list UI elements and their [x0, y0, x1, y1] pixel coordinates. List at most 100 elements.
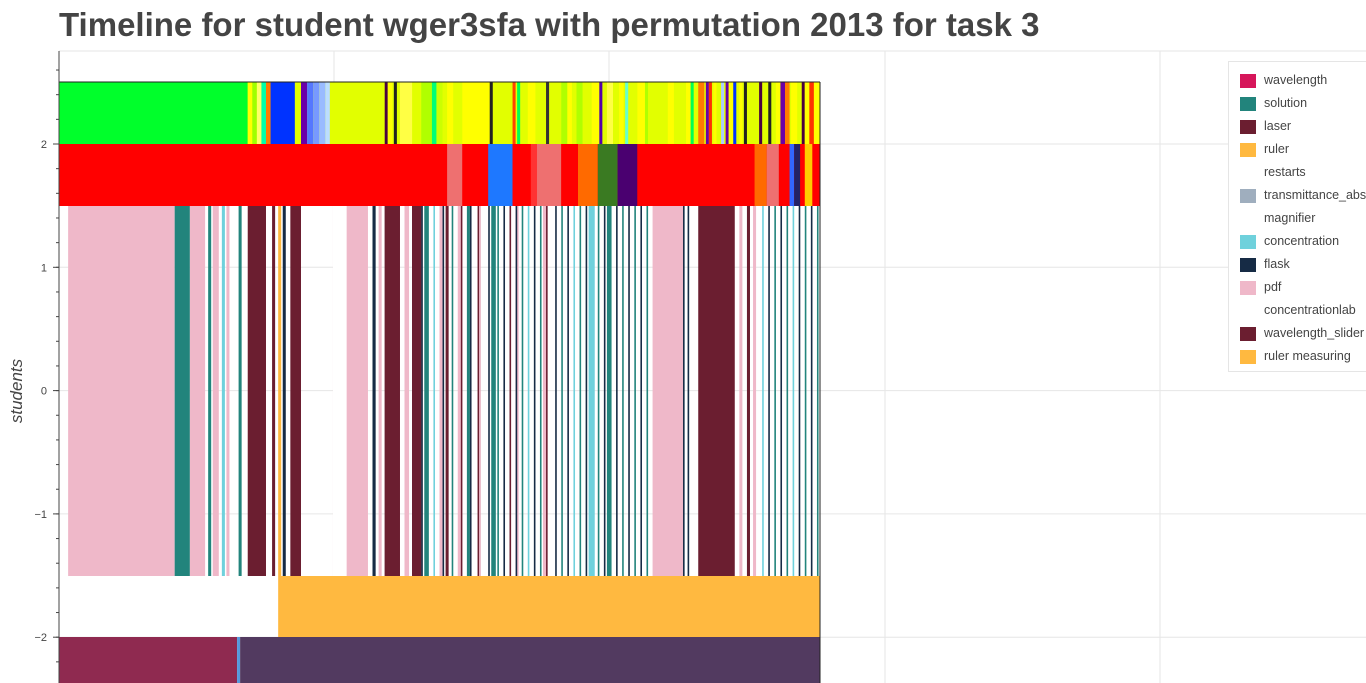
legend-label: solution: [1264, 96, 1308, 110]
timeline-segment: [278, 576, 821, 637]
timeline-segment: [725, 82, 729, 144]
timeline-event-line: [780, 206, 783, 576]
timeline-event-line: [786, 206, 789, 576]
timeline-event-line: [816, 206, 819, 576]
timeline-segment: [512, 144, 531, 206]
timeline-segment: [800, 144, 805, 206]
legend-swatch: [1240, 281, 1256, 295]
legend-label: wavelength: [1264, 73, 1328, 87]
timeline-segment: [561, 144, 579, 206]
timeline-segment: [290, 206, 301, 576]
timeline-segment: [272, 206, 276, 576]
timeline-segment: [546, 82, 550, 144]
timeline-segment: [591, 82, 600, 144]
legend-swatch: [1240, 235, 1256, 249]
timeline-segment: [329, 82, 385, 144]
timeline-event-line: [497, 206, 499, 576]
timeline-event-line: [585, 206, 588, 576]
timeline-segment: [491, 206, 496, 576]
timeline-segment: [536, 144, 562, 206]
timeline-segment: [325, 82, 330, 144]
timeline-segment: [743, 82, 747, 144]
timeline-event-line: [774, 206, 776, 576]
timeline-segment: [378, 206, 382, 576]
legend-label: concentrationlab: [1264, 303, 1356, 317]
timeline-event-line: [798, 206, 801, 576]
timeline-segment: [812, 144, 820, 206]
timeline-segment: [708, 82, 712, 144]
legend-swatch: [1240, 143, 1256, 157]
timeline-segment: [466, 206, 470, 576]
timeline-event-line: [573, 206, 576, 576]
timeline-event-line: [591, 206, 594, 576]
timeline-segment: [412, 206, 422, 576]
timeline-event-line: [561, 206, 563, 576]
legend-swatch: [1240, 304, 1256, 318]
timeline-event-line: [488, 206, 490, 576]
timeline-segment: [512, 82, 516, 144]
timeline-segment: [226, 206, 230, 576]
timeline-segment: [447, 144, 463, 206]
timeline-segment: [517, 82, 521, 144]
y-tick-label: 2: [41, 139, 47, 151]
timeline-segment: [599, 82, 603, 144]
timeline-event-line: [469, 206, 472, 576]
timeline-segment: [59, 637, 238, 683]
timeline-segment: [789, 144, 795, 206]
timeline-segment: [780, 82, 785, 144]
timeline-event-line: [546, 206, 548, 576]
timeline-segment: [527, 82, 536, 144]
legend-label: magnifier: [1264, 211, 1316, 225]
timeline-segment: [809, 82, 814, 144]
timeline-segment: [300, 82, 308, 144]
timeline-segment: [240, 637, 821, 683]
timeline-segment: [746, 206, 750, 576]
timeline-segment: [247, 206, 266, 576]
legend-swatch: [1240, 97, 1256, 111]
timeline-segment: [307, 82, 314, 144]
timeline-segment: [384, 206, 400, 576]
timeline-segment: [247, 82, 253, 144]
timeline-segment: [625, 82, 629, 144]
timeline-segment: [637, 144, 684, 206]
legend-swatch: [1240, 212, 1256, 226]
timeline-segment: [801, 82, 805, 144]
legend-label: ruler: [1264, 142, 1290, 156]
legend-swatch: [1240, 120, 1256, 134]
timeline-segment: [282, 206, 286, 576]
timeline-segment: [733, 82, 737, 144]
timeline-segment: [567, 82, 572, 144]
timeline-segment: [313, 82, 320, 144]
timeline-segment: [759, 82, 763, 144]
y-tick-label: 0: [41, 386, 47, 398]
timeline-segment: [705, 82, 709, 144]
legend-swatch: [1240, 258, 1256, 272]
timeline-event-line: [421, 206, 423, 576]
timeline-segment: [68, 206, 175, 576]
timeline-segment: [221, 206, 225, 576]
timeline-segment: [421, 144, 448, 206]
timeline-segment: [644, 82, 649, 144]
legend-swatch: [1240, 189, 1256, 203]
timeline-bars: [59, 81, 821, 683]
y-tick-label: −2: [34, 632, 47, 644]
timeline-segment: [619, 82, 624, 144]
timeline-segment: [189, 206, 206, 576]
timeline-event-line: [567, 206, 569, 576]
timeline-segment: [59, 144, 422, 206]
timeline-event-line: [451, 206, 454, 576]
timeline-segment: [606, 82, 614, 144]
timeline-event-line: [533, 206, 536, 576]
timeline-event-line: [762, 206, 764, 576]
legend-label: pdf: [1264, 280, 1282, 294]
timeline-event-line: [609, 206, 612, 576]
timeline-segment: [462, 144, 489, 206]
timeline-event-line: [768, 206, 770, 576]
timeline-segment: [698, 82, 705, 144]
timeline-segment: [265, 82, 271, 144]
timeline-segment: [530, 144, 537, 206]
timeline-event-line: [539, 206, 542, 576]
timeline-segment: [346, 206, 368, 576]
timeline-segment: [778, 144, 790, 206]
